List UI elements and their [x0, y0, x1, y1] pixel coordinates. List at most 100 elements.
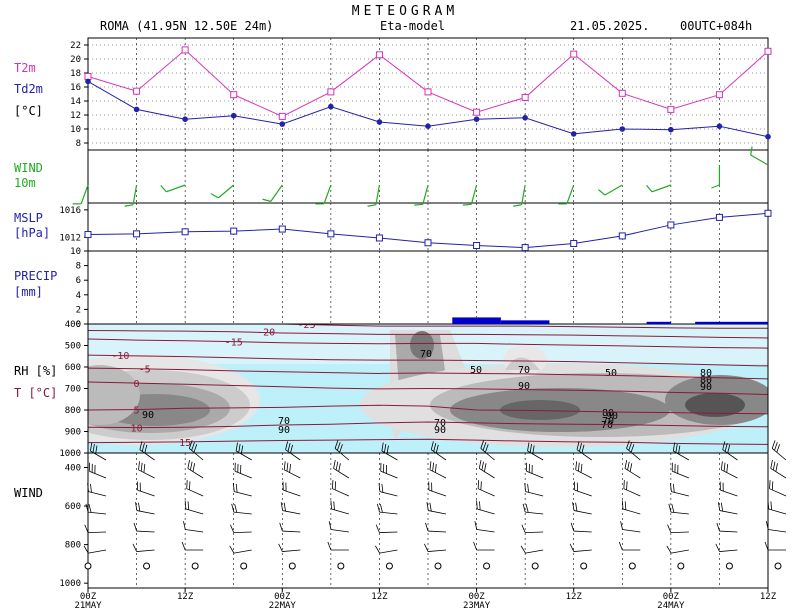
- wind-profile-barb-flag: [283, 502, 286, 512]
- precip-ytick-label: 0: [76, 320, 81, 330]
- wind-profile-barb-flag: [675, 444, 678, 453]
- wind-profile-barb-flag: [480, 481, 482, 490]
- t2m-point: [278, 112, 286, 120]
- calm-marker: [240, 562, 248, 570]
- wind-profile-barb-flag: [187, 460, 190, 469]
- wind-ytick-label: 600: [65, 502, 81, 512]
- t2m-point: [570, 50, 578, 58]
- rh-ytick-label: 400: [65, 320, 81, 330]
- mslp-point: [278, 225, 286, 233]
- wind-profile-barb: [573, 530, 592, 533]
- date-label: 23MAY: [463, 601, 491, 611]
- wind-profile-barb-flag: [520, 545, 526, 554]
- wind-profile-barb-flag: [722, 441, 726, 450]
- td2m-point: [376, 119, 383, 125]
- t2m-point: [715, 91, 723, 99]
- wind-profile-barb: [573, 549, 592, 552]
- wind-profile-barb-flag: [715, 543, 720, 552]
- wind-profile-barb-flag: [429, 461, 432, 470]
- rh-label: 90: [142, 410, 154, 421]
- td2m-point: [716, 123, 723, 129]
- wind-profile-barb-flag: [334, 440, 339, 449]
- wind-profile-barb-flag: [140, 462, 143, 472]
- wind-profile-barb-flag: [92, 444, 95, 453]
- t-contour: [88, 438, 768, 445]
- wind-profile-barb-flag: [330, 500, 332, 510]
- calm-marker: [337, 562, 345, 570]
- wind-profile-barb-flag: [424, 543, 429, 552]
- wind-profile-barb-flag: [477, 480, 480, 489]
- mslp-point: [230, 227, 238, 235]
- calm-marker: [143, 562, 151, 570]
- wind-profile-barb: [428, 549, 447, 552]
- wind10-barb-flag: [367, 204, 377, 207]
- wind-profile-barb: [428, 530, 447, 533]
- mslp-point: [764, 209, 772, 217]
- wind10-barb: [566, 184, 575, 204]
- wind-profile-barb-flag: [485, 444, 489, 453]
- wind-profile-barb: [186, 488, 204, 497]
- td2m-legend-label: Td2m: [14, 82, 43, 96]
- wind-profile-barb: [233, 549, 252, 554]
- wind10-barbs: [72, 146, 769, 207]
- wind-profile-barb-flag: [569, 543, 575, 552]
- wind-profile-barb-flag: [430, 441, 434, 450]
- date-label: 24MAY: [657, 601, 685, 611]
- t-contour: [88, 367, 768, 380]
- wind-profile-barb-flag: [384, 444, 387, 453]
- wind10-barb-flag: [160, 184, 167, 193]
- wind-profile-barb-flag: [767, 500, 770, 510]
- td2m-point: [230, 112, 237, 119]
- wind-profile-barb-flag: [480, 440, 485, 449]
- wind-profile-barb-flag: [181, 541, 186, 551]
- wind-profile-barb-flag: [290, 444, 293, 454]
- wind-profile-barb-flag: [238, 444, 241, 453]
- wind-profile-barbs: [83, 440, 787, 570]
- td2m-point: [765, 133, 771, 140]
- wind-profile-barb-flag: [529, 444, 532, 453]
- wind10-barb: [750, 154, 769, 166]
- wind-profile-barb-flag: [376, 503, 380, 513]
- wind-profile-barb-flag: [332, 480, 334, 489]
- wind10-barb: [470, 184, 478, 205]
- wind-profile-barb-flag: [333, 501, 335, 510]
- wind-profile-barb-flag: [522, 503, 526, 513]
- wind-profile-barb: [768, 529, 787, 533]
- wind-profile-barb-flag: [230, 524, 235, 533]
- wind-profile-barb-flag: [627, 461, 630, 471]
- wind10-barb-flag: [210, 193, 219, 199]
- wind-profile-barb: [330, 529, 349, 533]
- wind-profile-barb-flag: [581, 444, 585, 454]
- wind-profile-barb-flag: [717, 502, 721, 511]
- wind-profile-barb-flag: [375, 545, 381, 554]
- wind-ytick-label: 1000: [59, 579, 81, 589]
- wind-profile-barb-flag: [624, 501, 627, 510]
- wind-profile-barb-flag: [335, 461, 339, 471]
- wind-profile-barb-flag: [572, 502, 575, 511]
- xtick-label: 00Z: [274, 592, 291, 602]
- wind-profile-barb-flag: [141, 443, 145, 452]
- rh-label: 70: [602, 416, 614, 427]
- wind-profile-barb-flag: [231, 503, 235, 513]
- xtick-label: 12Z: [371, 592, 388, 602]
- wind-profile-barb: [282, 549, 301, 552]
- td2m-point: [473, 116, 480, 122]
- wind-profile-barb-flag: [84, 524, 89, 533]
- td2m-point: [425, 123, 431, 129]
- rh-ytick-label: 900: [65, 428, 81, 438]
- wind-profile-barb-flag: [525, 504, 529, 513]
- td2m-point: [522, 115, 528, 121]
- wind-profile-barb-flag: [87, 483, 89, 492]
- y-axis-ticks: 2220181614121081016101210864204005006007…: [59, 41, 88, 589]
- t-contour-label: -5: [139, 365, 151, 376]
- wind-ytick-label: 800: [65, 541, 81, 551]
- rh-label: 70: [518, 365, 530, 376]
- temperature-series: [84, 46, 772, 140]
- x-axis: 00Z 12Z 00Z 12Z 00Z 12Z 00Z 12Z 21MAY 22MAY 23MAY 2…: [74, 588, 777, 611]
- temperature-contours: -25 -20 -15 -10 -5 0 5 10 15: [88, 324, 768, 449]
- wind-profile-barb: [87, 531, 107, 534]
- rh-label: 70: [601, 420, 613, 431]
- wind-profile-barb-flag: [775, 463, 778, 472]
- mslp-ytick-label: 1012: [59, 233, 81, 243]
- wind-profile-barb-flag: [482, 442, 487, 451]
